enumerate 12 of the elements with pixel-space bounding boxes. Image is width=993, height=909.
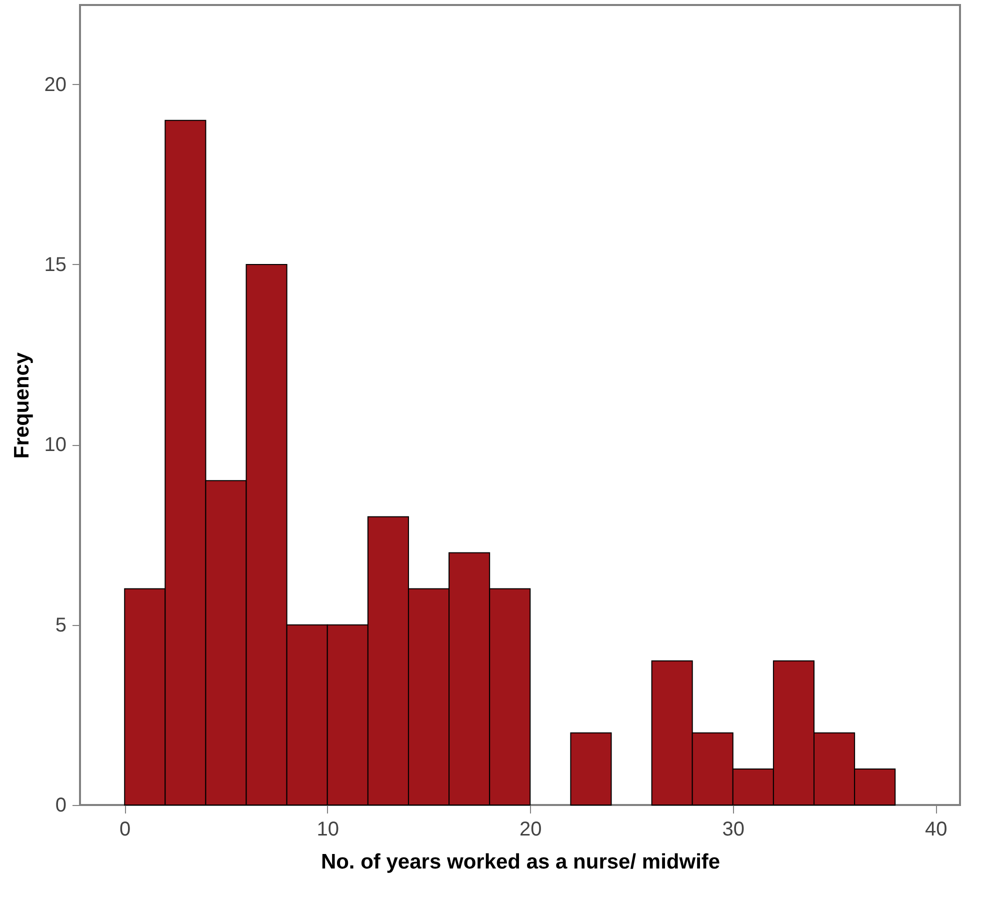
x-tick-label: 40 bbox=[925, 818, 948, 840]
x-tick-label: 30 bbox=[722, 818, 745, 840]
x-tick-label: 0 bbox=[120, 818, 131, 840]
y-tick-label: 0 bbox=[55, 794, 66, 816]
x-tick-label: 10 bbox=[316, 818, 339, 840]
x-axis-title: No. of years worked as a nurse/ midwife bbox=[320, 850, 720, 874]
y-tick-label: 15 bbox=[44, 254, 66, 276]
y-axis-title: Frequency bbox=[10, 352, 34, 459]
y-tick-label: 20 bbox=[44, 74, 66, 96]
y-tick-label: 5 bbox=[55, 614, 66, 636]
y-tick-label: 10 bbox=[44, 434, 66, 456]
x-tick-label: 20 bbox=[520, 818, 542, 840]
